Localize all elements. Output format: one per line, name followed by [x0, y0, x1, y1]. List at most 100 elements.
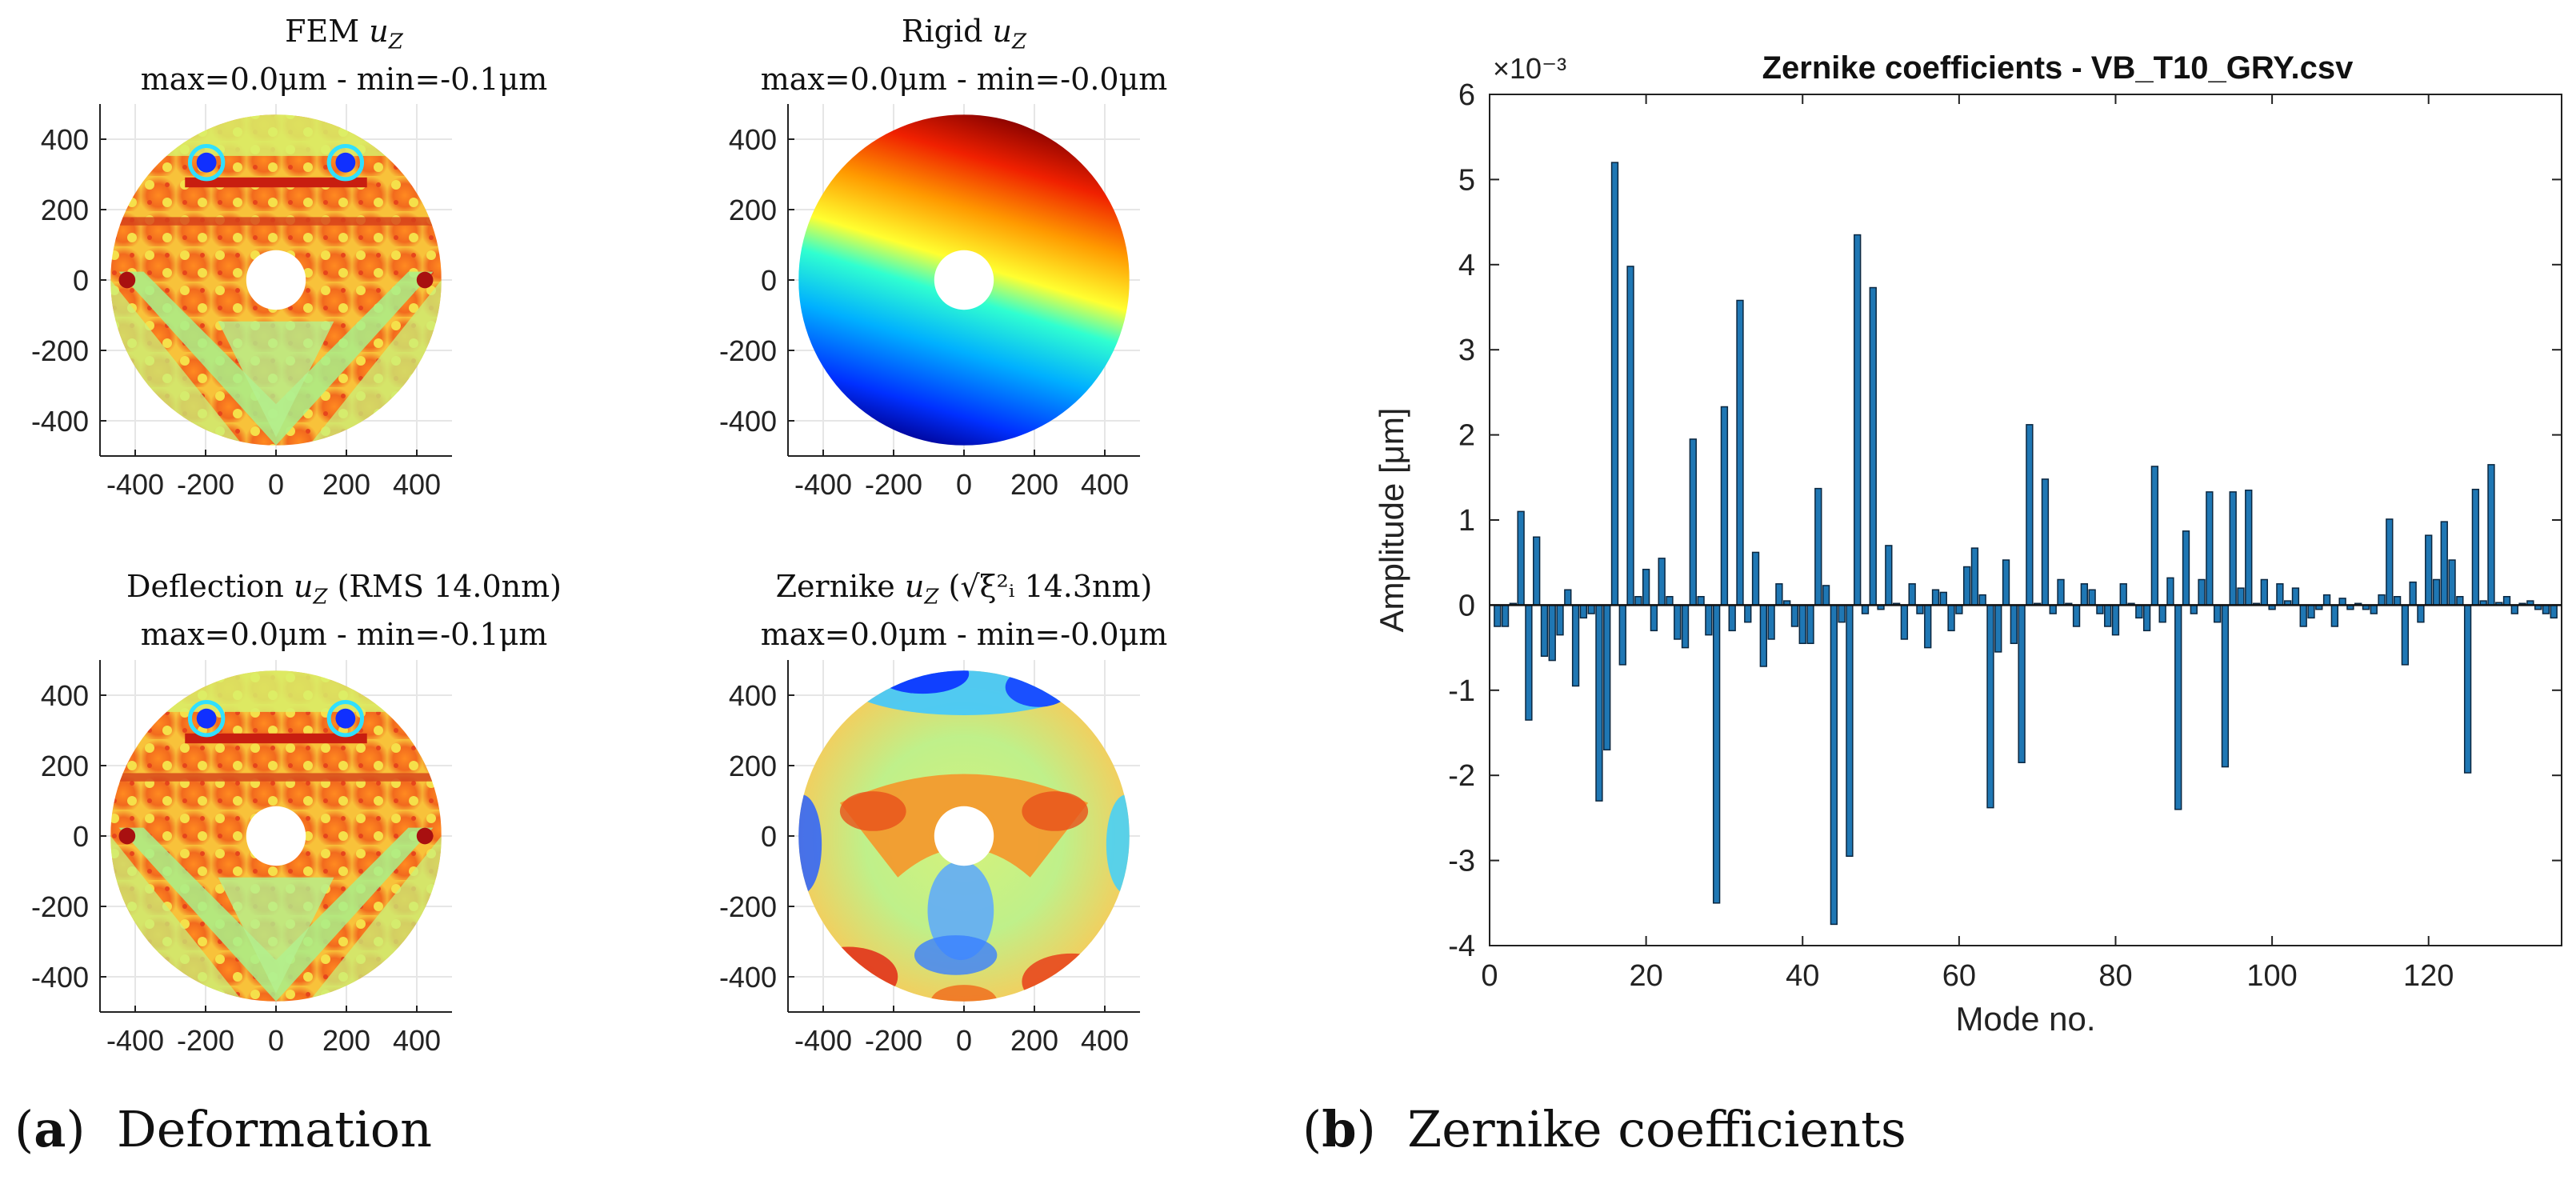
bar-tick-label-x: 120 [2403, 959, 2454, 993]
bar-mode-40 [1798, 604, 1806, 645]
bar-mode-130 [2502, 596, 2511, 606]
bar-mode-14 [1595, 604, 1603, 802]
caption-b-text: Zernike coefficients [1407, 1100, 1906, 1158]
map-panel-fem: -400 -200 0 200 400 400 200 0 -200 -400 [31, 660, 452, 1057]
bar-mode-27 [1697, 596, 1705, 606]
bar-mode-87 [2166, 577, 2174, 606]
fem-top-band [110, 114, 442, 156]
bar-mode-66 [2002, 559, 2010, 606]
bar-mode-94 [2221, 604, 2230, 768]
map-subtitle: max=0.0μm - min=-0.0μm [760, 61, 1168, 97]
bar-tick-label-x: 100 [2246, 959, 2297, 993]
map-tick-label-x: 200 [322, 1024, 370, 1057]
bar-mode-136 [2550, 604, 2558, 619]
bar-mode-9 [1556, 604, 1564, 636]
bar-mode-62 [1970, 547, 1979, 606]
map-tick-label-x: 400 [393, 1024, 441, 1057]
bar-mode-123 [2448, 559, 2456, 606]
bar-tick-label-y: -3 [1448, 845, 1475, 878]
bar-tick-label-y: 1 [1458, 504, 1475, 538]
map-tick-label-x: -200 [865, 1024, 922, 1057]
map-tick-label-y: -400 [719, 405, 777, 438]
bar-mode-6 [1533, 536, 1541, 606]
bar-mode-80 [2111, 604, 2120, 636]
bar-tick-label-x: 20 [1629, 959, 1662, 993]
bar-mode-88 [2174, 604, 2182, 810]
map-tick-label-y: -400 [31, 961, 89, 994]
bar-mode-31 [1728, 604, 1736, 632]
map-title-suffix: (√ξ²ᵢ 14.3nm) [938, 569, 1153, 604]
map-title-fem: FEM uZ max=0.0μm - min=-0.1μm [104, 13, 584, 98]
fem-top-band [110, 670, 442, 712]
bar-tick-label-y: 0 [1458, 589, 1475, 622]
bar-mode-115 [2386, 518, 2394, 606]
map-title-text: Zernike [775, 569, 905, 604]
bar-mode-75 [2072, 604, 2081, 627]
bar-mode-19 [1634, 596, 1642, 606]
map-tick-label-y: 0 [761, 820, 777, 853]
map-title-deflection: Deflection uZ (RMS 14.0nm) max=0.0μm - m… [64, 568, 624, 653]
bar-mode-59 [1947, 604, 1955, 632]
bar-mode-124 [2456, 596, 2464, 606]
map-tick-label-x: -200 [177, 1024, 234, 1057]
bar-mode-63 [1978, 594, 1986, 606]
map-center-hole [934, 250, 994, 310]
bar-mode-1 [1494, 604, 1502, 627]
map-tick-label-y: 400 [41, 679, 89, 712]
map-tick-label-x: 200 [1010, 468, 1058, 501]
map-subtitle: max=0.0μm - min=-0.1μm [140, 61, 548, 97]
bar-mode-39 [1790, 604, 1799, 627]
fem-cyan-ring-left [187, 699, 226, 738]
fem-lower-triangle [218, 321, 334, 438]
bar-mode-118 [2409, 581, 2417, 606]
bar-tick-label-x: 0 [1481, 959, 1498, 993]
map-title-var: u [369, 14, 389, 49]
bar-mode-5 [1525, 604, 1533, 721]
fem-cyan-ring-right [326, 143, 365, 182]
map-tick-label-x: -400 [106, 1024, 164, 1057]
map-panel-fem: -400 -200 0 200 400 400 200 0 -200 -400 [31, 104, 452, 501]
bar-mode-101 [2276, 583, 2284, 606]
bar-mode-46 [1846, 604, 1854, 858]
bar-mode-23 [1666, 596, 1674, 606]
fem-ridge-2 [110, 217, 442, 226]
map-tick-label-y: 200 [729, 750, 777, 782]
bar-mode-26 [1689, 438, 1697, 606]
bar-mode-21 [1650, 604, 1658, 632]
bar-mode-57 [1931, 589, 1940, 606]
bar-mode-91 [2198, 578, 2206, 606]
map-tick-label-x: 400 [1081, 468, 1129, 501]
bar-mode-53 [1900, 604, 1909, 640]
bar-exponent-label: ×10⁻³ [1493, 52, 1566, 85]
bar-mode-104 [2299, 604, 2307, 627]
zernike-red-left [839, 791, 906, 831]
bar-mode-121 [2432, 578, 2441, 606]
map-subtitle: max=0.0μm - min=-0.1μm [140, 616, 548, 652]
fem-top-ridge [185, 177, 367, 188]
bar-mode-126 [2471, 488, 2480, 606]
bar-mode-113 [2370, 604, 2378, 614]
bar-mode-116 [2393, 596, 2402, 606]
bar-mode-32 [1736, 299, 1744, 606]
bar-mode-29 [1712, 604, 1721, 904]
bar-mode-71 [2041, 478, 2050, 606]
bar-mode-108 [2330, 604, 2339, 627]
bar-mode-13 [1587, 604, 1595, 614]
bar-mode-81 [2119, 583, 2127, 606]
map-tick-label-x: 0 [268, 468, 284, 501]
bar-mode-90 [2190, 604, 2198, 614]
caption-a-letter: a [34, 1100, 66, 1158]
bar-mode-92 [2206, 491, 2214, 606]
bar-mode-68 [2018, 604, 2026, 763]
map-center-hole [934, 806, 994, 866]
map-center-hole [246, 250, 306, 310]
fem-ridge-2 [110, 773, 442, 782]
bar-mode-17 [1618, 604, 1626, 666]
zernike-bottom-red-right [1022, 953, 1122, 1002]
map-title-var: u [904, 569, 925, 604]
map-title-var: u [992, 14, 1013, 49]
zernike-top-blue-left [876, 670, 970, 694]
bar-mode-54 [1908, 583, 1916, 606]
bar-mode-84 [2142, 604, 2151, 632]
map-tick-label-y: -400 [719, 961, 777, 994]
